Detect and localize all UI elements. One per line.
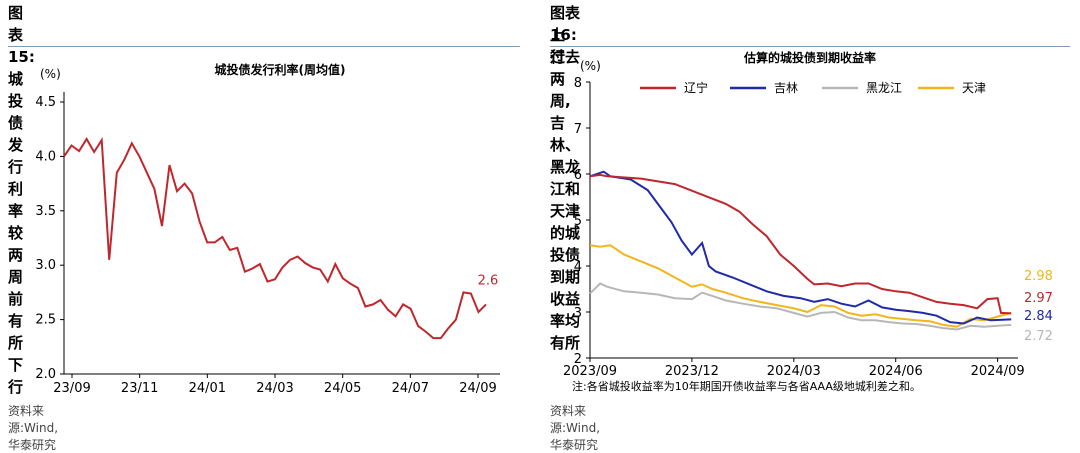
right-series-line [589,282,1012,331]
left-y-unit: (%) [40,67,61,81]
right-x-tick-label: 2023/09 [563,364,617,379]
left-end-label: 2.6 [478,273,499,288]
right-y-tick-label: 7 [574,122,582,137]
right-series-line [589,173,1012,315]
right-y-unit: (%) [580,59,601,73]
left-source: 资料来源:Wind,华泰研究 [8,404,59,452]
left-x-tick-label: 24/05 [324,381,361,396]
left-y-tick-label: 4.0 [35,149,56,164]
left-y-tick-label: 3.5 [35,204,56,219]
right-legend-label: 天津 [962,81,986,95]
right-end-label: 2.98 [1024,269,1053,284]
right-figure-title-line2: 上行 [550,26,566,66]
right-x-tick-label: 2024/06 [869,364,923,379]
left-x-tick-label: 23/09 [53,381,90,396]
left-chart: 城投债发行利率(周均值) (%) 2.0 2.5 3.0 3.5 4.0 4.5 23/09 23… [35,62,500,396]
right-figure-title-line1: 图表16: 过去两周,吉林、黑龙江和天津的城投债到期收益率均有所 [550,4,581,352]
right-x-tick-label: 2023/12 [665,364,719,379]
right-y-tick-label: 2 [574,352,582,367]
left-y-tick-label: 2.5 [35,313,56,328]
right-title-rule [550,46,1070,47]
right-y-tick-label: 4 [574,260,582,275]
right-y-tick-label: 8 [574,76,582,91]
left-y-tick-label: 3.0 [35,258,56,273]
right-note: 注:各省城投收益率为10年期国开债收益率与各省AAA级地城利差之和。 [572,379,921,393]
left-x-tick-label: 23/11 [121,381,158,396]
right-legend-label: 吉林 [774,81,798,95]
left-y-tick-label: 4.5 [35,95,56,110]
left-x-tick-label: 24/01 [189,381,226,396]
left-x-tick-label: 24/03 [256,381,293,396]
left-series-line [63,136,487,340]
right-series-line [589,170,1012,325]
right-x-tick-label: 2024/09 [971,364,1025,379]
right-series-line [589,244,1012,328]
right-chart: 估算的城投债到期收益率 (%) 辽宁 吉林 黑龙江 天津 2 3 4 5 6 7 8 2023/09 202… [563,50,1053,393]
left-y-tick-label: 2.0 [35,367,56,382]
right-legend-label: 辽宁 [684,80,708,95]
right-end-label: 2.72 [1024,329,1053,344]
right-end-label: 2.97 [1024,291,1053,306]
right-legend-label: 黑龙江 [866,81,902,95]
right-chart-title: 估算的城投债到期收益率 [743,50,876,65]
right-y-tick-label: 3 [574,306,582,321]
left-chart-title: 城投债发行利率(周均值) [215,62,346,77]
left-x-tick-label: 24/09 [459,381,496,396]
right-end-label: 2.84 [1024,309,1053,324]
right-x-tick-label: 2024/03 [767,364,821,379]
right-y-tick-label: 6 [574,168,582,183]
right-y-tick-label: 5 [574,214,582,229]
left-title-rule [8,46,520,47]
right-source: 资料来源:Wind,华泰研究 [550,404,601,452]
left-figure-title: 图表15: 城投债发行利率较两周前有所下行 [8,4,35,396]
left-x-tick-label: 24/07 [392,381,429,396]
